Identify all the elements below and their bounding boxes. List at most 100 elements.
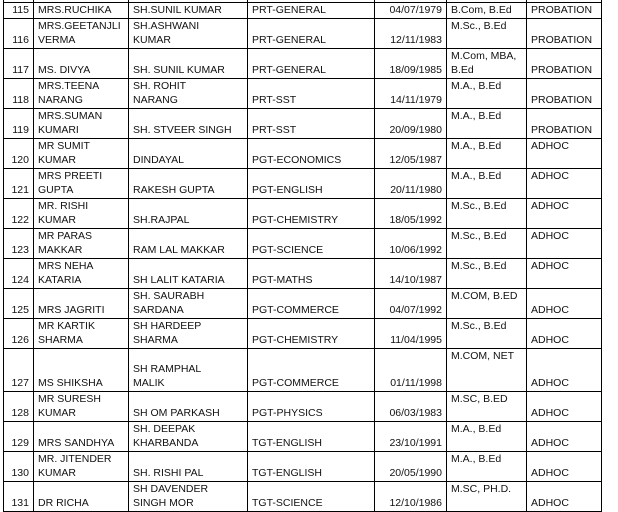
- cell-qual: M.Sc., B.Ed: [446, 258, 527, 289]
- cell-qual: M.SC, B.ED: [446, 391, 527, 422]
- cell-sno: 125: [3, 288, 34, 319]
- cell-status: ADHOC: [526, 451, 602, 482]
- cell-dob: 20/09/1980: [374, 108, 447, 139]
- cell-qual: B.Com, B.Ed: [446, 2, 527, 19]
- cell-status: PROBATION: [526, 2, 602, 19]
- table-row: 129 MRS SANDHYA SH. DEEPAK KHARBANDA TGT-EN…: [3, 421, 602, 452]
- cell-father: SH RAMPHAL MALIK: [128, 348, 248, 392]
- cell-sno: 121: [3, 168, 34, 199]
- cell-sno: 117: [3, 48, 34, 79]
- cell-sno: 126: [3, 318, 34, 349]
- cell-father: RAKESH GUPTA: [128, 168, 248, 199]
- cell-status: ADHOC: [526, 391, 602, 422]
- cell-dob: 14/10/1987: [374, 258, 447, 289]
- cell-status: ADHOC: [526, 228, 602, 259]
- cell-father: SH. SAURABH SARDANA: [128, 288, 248, 319]
- cell-status: PROBATION: [526, 18, 602, 49]
- table-row: 124 MRS NEHA KATARIA SH LALIT KATARIA PGT-M…: [3, 258, 602, 289]
- cell-sno: 128: [3, 391, 34, 422]
- cell-qual: M.A., B.Ed: [446, 168, 527, 199]
- cell-post: PRT-GENERAL: [247, 48, 375, 79]
- cell-name: MS SHIKSHA: [33, 348, 129, 392]
- cell-dob: 06/03/1983: [374, 391, 447, 422]
- cell-qual: M.A., B.Ed: [446, 138, 527, 169]
- cell-father: RAM LAL MAKKAR: [128, 228, 248, 259]
- cell-father: SH.ASHWANI KUMAR: [128, 18, 248, 49]
- table-row: 120 MR SUMIT KUMAR DINDAYAL PGT-ECONOMICS 12…: [3, 138, 602, 169]
- cell-sno: 122: [3, 198, 34, 229]
- table-row: 121 MRS PREETI GUPTA RAKESH GUPTA PGT-ENGLI…: [3, 168, 602, 199]
- cell-status: ADHOC: [526, 138, 602, 169]
- cell-name: DR RICHA: [33, 481, 129, 512]
- cell-sno: 116: [3, 18, 34, 49]
- cell-dob: 01/11/1998: [374, 348, 447, 392]
- table-row: 127 MS SHIKSHA SH RAMPHAL MALIK PGT-COMMERC…: [3, 348, 602, 392]
- cell-qual: M.A., B.Ed: [446, 108, 527, 139]
- table-row: 130 MR. JITENDER KUMAR SH. RISHI PAL TGT-EN…: [3, 451, 602, 482]
- cell-qual: M.Sc., B.Ed: [446, 228, 527, 259]
- cell-sno: 129: [3, 421, 34, 452]
- cell-name: MRS.GEETANJLI VERMA: [33, 18, 129, 49]
- cell-status: ADHOC: [526, 481, 602, 512]
- cell-qual: M.A., B.Ed: [446, 451, 527, 482]
- staff-table: 115 MRS.RUCHIKA SH.SUNIL KUMAR PRT-GENERAL 0…: [3, 0, 602, 512]
- table-row: 123 MR PARAS MAKKAR RAM LAL MAKKAR PGT-SCIE…: [3, 228, 602, 259]
- cell-qual: M.Com, MBA, B.Ed: [446, 48, 527, 79]
- cell-dob: 12/05/1987: [374, 138, 447, 169]
- cell-qual: M.Sc., B.Ed: [446, 18, 527, 49]
- cell-name: MR SURESH KUMAR: [33, 391, 129, 422]
- cell-sno: 119: [3, 108, 34, 139]
- cell-dob: 11/04/1995: [374, 318, 447, 349]
- cell-dob: 10/06/1992: [374, 228, 447, 259]
- cell-qual: M.COM, B.ED: [446, 288, 527, 319]
- cell-name: MRS.RUCHIKA: [33, 2, 129, 19]
- cell-dob: 12/10/1986: [374, 481, 447, 512]
- cell-status: PROBATION: [526, 78, 602, 109]
- cell-qual: M.Sc., B.Ed: [446, 318, 527, 349]
- cell-status: PROBATION: [526, 108, 602, 139]
- cell-post: PGT-CHEMISTRY: [247, 318, 375, 349]
- cell-name: MRS SANDHYA: [33, 421, 129, 452]
- cell-status: ADHOC: [526, 288, 602, 319]
- cell-name: MS. DIVYA: [33, 48, 129, 79]
- cell-dob: 14/11/1979: [374, 78, 447, 109]
- staff-table-body: 115 MRS.RUCHIKA SH.SUNIL KUMAR PRT-GENERAL 0…: [3, 0, 602, 512]
- cell-post: PRT-SST: [247, 78, 375, 109]
- cell-post: PGT-ECONOMICS: [247, 138, 375, 169]
- cell-status: PROBATION: [526, 48, 602, 79]
- cell-post: PGT-MATHS: [247, 258, 375, 289]
- cell-post: PRT-GENERAL: [247, 2, 375, 19]
- cell-sno: 131: [3, 481, 34, 512]
- cell-dob: 20/11/1980: [374, 168, 447, 199]
- cell-father: SH. RISHI PAL: [128, 451, 248, 482]
- cell-name: MRS JAGRITI: [33, 288, 129, 319]
- cell-dob: 23/10/1991: [374, 421, 447, 452]
- cell-father: SH.RAJPAL: [128, 198, 248, 229]
- cell-father: SH. ROHIT NARANG: [128, 78, 248, 109]
- table-row: 128 MR SURESH KUMAR SH OM PARKASH PGT-PHYSI…: [3, 391, 602, 422]
- table-row: 131 DR RICHA SH DAVENDER SINGH MOR TGT-SCIE…: [3, 481, 602, 512]
- cell-name: MRS.TEENA NARANG: [33, 78, 129, 109]
- cell-status: ADHOC: [526, 258, 602, 289]
- cell-post: PGT-PHYSICS: [247, 391, 375, 422]
- table-row: 115 MRS.RUCHIKA SH.SUNIL KUMAR PRT-GENERAL 0…: [3, 2, 602, 19]
- cell-dob: 18/09/1985: [374, 48, 447, 79]
- cell-post: PGT-SCIENCE: [247, 228, 375, 259]
- cell-qual: M.A., B.Ed: [446, 421, 527, 452]
- cell-dob: 20/05/1990: [374, 451, 447, 482]
- cell-post: PRT-SST: [247, 108, 375, 139]
- cell-sno: 124: [3, 258, 34, 289]
- cell-name: MR. JITENDER KUMAR: [33, 451, 129, 482]
- table-row: 126 MR KARTIK SHARMA SH HARDEEP SHARMA PGT-…: [3, 318, 602, 349]
- cell-father: SH. STVEER SINGH: [128, 108, 248, 139]
- table-row: 116 MRS.GEETANJLI VERMA SH.ASHWANI KUMAR PR…: [3, 18, 602, 49]
- cell-name: MR. RISHI KUMAR: [33, 198, 129, 229]
- cell-sno: 115: [3, 2, 34, 19]
- cell-qual: M.SC, PH.D.: [446, 481, 527, 512]
- cell-dob: 12/11/1983: [374, 18, 447, 49]
- cell-father: SH. SUNIL KUMAR: [128, 48, 248, 79]
- cell-status: ADHOC: [526, 168, 602, 199]
- cell-name: MRS NEHA KATARIA: [33, 258, 129, 289]
- cell-sno: 123: [3, 228, 34, 259]
- cell-status: ADHOC: [526, 421, 602, 452]
